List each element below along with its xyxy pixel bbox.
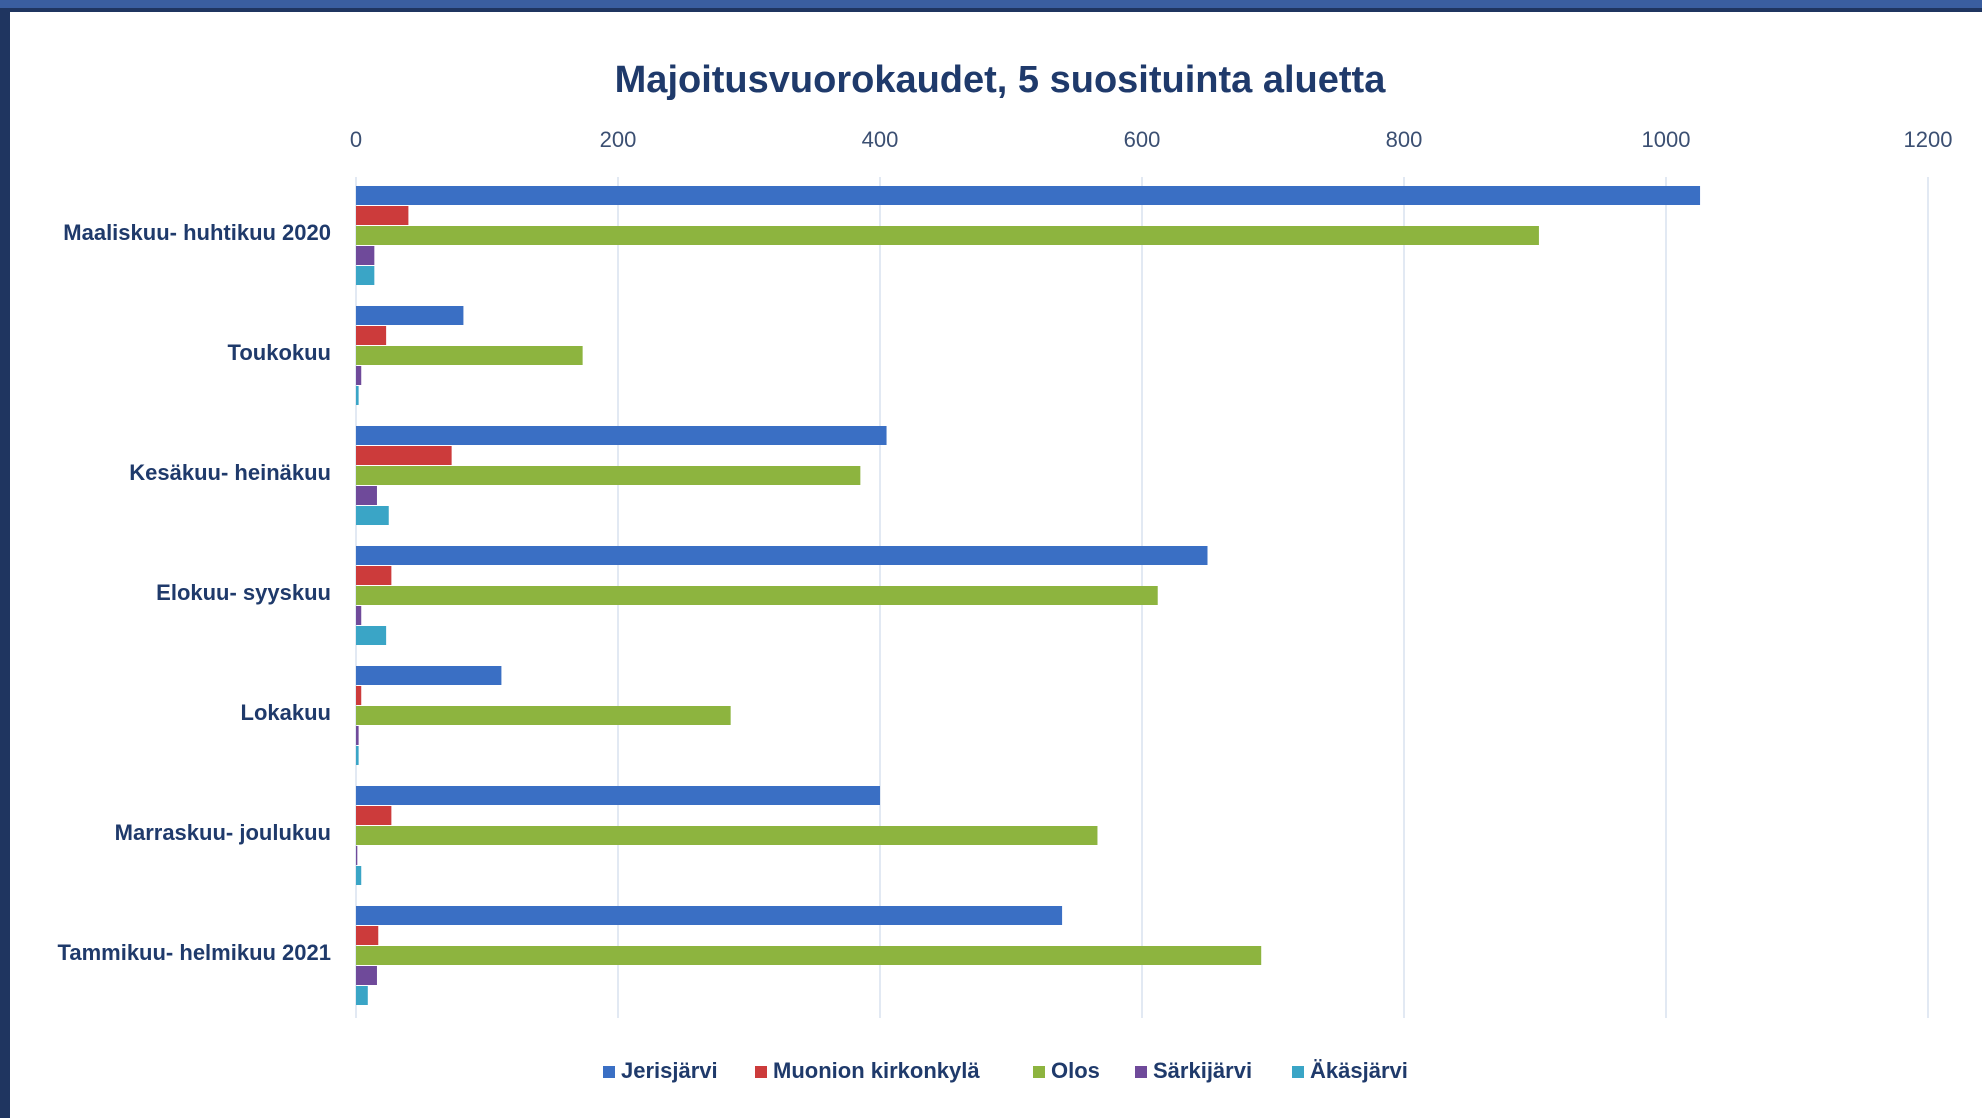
bar <box>356 846 358 865</box>
bar <box>356 666 502 685</box>
legend-label: Olos <box>1051 1058 1100 1083</box>
x-tick-label: 0 <box>350 127 362 152</box>
category-label: Marraskuu- joulukuu <box>115 820 331 845</box>
legend-label: Muonion kirkonkylä <box>773 1058 980 1083</box>
legend-swatch <box>1135 1066 1147 1078</box>
chart-title: Majoitusvuorokaudet, 5 suosituinta aluet… <box>615 59 1387 101</box>
x-tick-label: 1200 <box>1904 127 1953 152</box>
x-tick-label: 400 <box>862 127 899 152</box>
bar <box>356 486 377 505</box>
bar <box>356 606 362 625</box>
category-label: Maaliskuu- huhtikuu 2020 <box>63 220 331 245</box>
bar <box>356 926 379 945</box>
bar <box>356 686 362 705</box>
bar <box>356 426 887 445</box>
x-tick-label: 800 <box>1386 127 1423 152</box>
bar <box>356 586 1158 605</box>
bar <box>356 466 861 485</box>
bar <box>356 966 377 985</box>
category-label: Tammikuu- helmikuu 2021 <box>58 940 331 965</box>
bar <box>356 366 362 385</box>
legend-swatch <box>603 1066 615 1078</box>
top-strip <box>0 0 1982 8</box>
bar <box>356 826 1098 845</box>
bar <box>356 206 409 225</box>
bar <box>356 246 375 265</box>
category-label: Lokakuu <box>241 700 331 725</box>
bar <box>356 386 359 405</box>
bar <box>356 506 389 525</box>
category-label: Elokuu- syyskuu <box>156 580 331 605</box>
bar <box>356 746 359 765</box>
bar <box>356 566 392 585</box>
bar <box>356 306 464 325</box>
category-label: Toukokuu <box>228 340 331 365</box>
legend-label: Särkijärvi <box>1153 1058 1252 1083</box>
legend-label: Jerisjärvi <box>621 1058 718 1083</box>
bar <box>356 226 1539 245</box>
legend-swatch <box>1292 1066 1304 1078</box>
x-tick-label: 1000 <box>1642 127 1691 152</box>
bar <box>356 546 1208 565</box>
legend-label: Äkäsjärvi <box>1310 1058 1408 1083</box>
bar <box>356 866 362 885</box>
bar <box>356 906 1063 925</box>
bar <box>356 346 583 365</box>
bar <box>356 186 1701 205</box>
bar <box>356 706 731 725</box>
x-tick-label: 200 <box>600 127 637 152</box>
bar <box>356 266 375 285</box>
category-label: Kesäkuu- heinäkuu <box>129 460 331 485</box>
bar <box>356 446 452 465</box>
bar <box>356 806 392 825</box>
bar <box>356 786 880 805</box>
bar <box>356 726 359 745</box>
bar <box>356 986 368 1005</box>
bar <box>356 946 1262 965</box>
legend-swatch <box>755 1066 767 1078</box>
bar <box>356 326 387 345</box>
legend-swatch <box>1033 1066 1045 1078</box>
x-tick-label: 600 <box>1124 127 1161 152</box>
bar <box>356 626 387 645</box>
